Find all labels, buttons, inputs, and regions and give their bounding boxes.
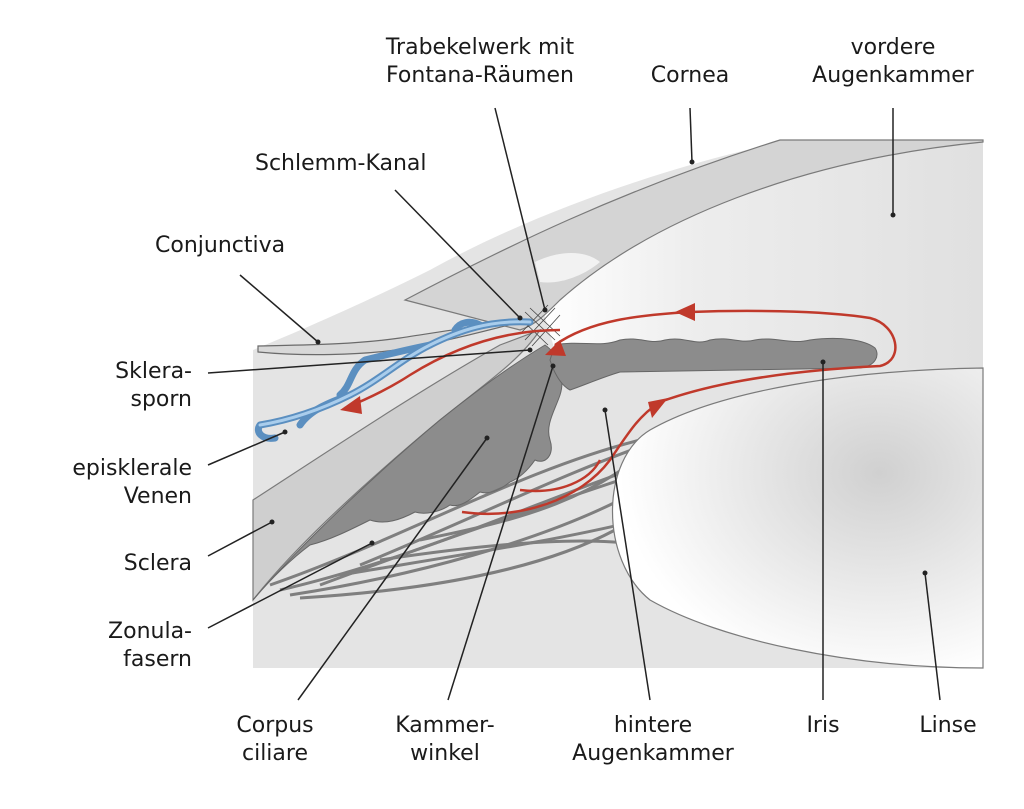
label-corpus-line1: Corpus (236, 713, 314, 738)
label-zonula-line2: fasern (123, 647, 192, 672)
leader-schlemm (394, 189, 521, 319)
label-kammerwinkel-line1: Kammer- (395, 713, 495, 738)
episcleral-veins-inner (258, 320, 532, 427)
leader-trabekelwerk (494, 107, 546, 311)
label-trabekelwerk: Trabekelwerk mit Fontana-Räumen (386, 34, 574, 90)
cornea-shape (403, 139, 984, 331)
arrowhead-drain (340, 396, 362, 414)
label-sklerasporn-line2: sporn (130, 387, 193, 412)
leader-sklerasporn (207, 349, 531, 374)
flow-arrowheads (340, 303, 695, 418)
cornea-highlight (535, 253, 600, 283)
label-kammerwinkel: Kammer- winkel (395, 712, 495, 768)
label-hintere-line1: hintere (613, 713, 693, 738)
iris-shape (549, 337, 878, 391)
label-hintere-line2: Augenkammer (572, 741, 734, 766)
label-sclera-line1: Sclera (123, 551, 192, 576)
zonula-fibers (269, 428, 672, 600)
label-zonula-line1: Zonula- (108, 619, 192, 644)
anterior-chamber-shape (540, 140, 983, 368)
label-zonulafasern: Zonula- fasern (108, 618, 192, 674)
label-episklerale-line2: Venen (123, 484, 192, 509)
label-schlemm-line1: Schlemm-Kanal (255, 151, 427, 176)
label-vordere-line1: vordere (850, 35, 936, 60)
label-conjunctiva: Conjunctiva (155, 232, 285, 260)
leader-corpus (297, 437, 488, 701)
leader-hintere (604, 409, 651, 701)
arrowhead-kammerwinkel (545, 340, 566, 356)
leader-linse (924, 572, 941, 701)
ciliary-body-shape (252, 344, 563, 601)
leader-dots (269, 159, 928, 576)
leader-kammerwinkel (447, 365, 554, 701)
label-sklerasporn-line1: Sklera- (115, 359, 192, 384)
label-kammerwinkel-line2: winkel (410, 741, 480, 766)
label-episklerale-line1: episklerale (72, 456, 192, 481)
label-episklerale-venen: episklerale Venen (72, 455, 192, 511)
label-corpus-ciliare: Corpus ciliare (236, 712, 313, 768)
flow-path-return (554, 310, 691, 347)
arrowhead-posterior (648, 398, 668, 418)
label-iris-line1: Iris (806, 713, 840, 738)
flow-path-drain (344, 328, 561, 410)
label-vordere-augenkammer: vordere Augenkammer (812, 34, 974, 90)
label-trabekelwerk-line1: Trabekelwerk mit (385, 35, 575, 60)
flow-path-iris (659, 309, 897, 404)
outside-area (253, 140, 790, 350)
label-corpus-line2: ciliare (241, 741, 308, 766)
label-trabekelwerk-line2: Fontana-Räumen (386, 63, 574, 88)
label-hintere-augenkammer: hintere Augenkammer (572, 712, 734, 768)
aqueous-flow (344, 309, 897, 515)
leader-episklerale (207, 431, 286, 466)
label-linse-line1: Linse (919, 713, 977, 738)
label-conjunctiva-line1: Conjunctiva (155, 233, 286, 258)
arrowhead-upper (675, 303, 695, 321)
leader-sclera (207, 521, 273, 557)
label-iris: Iris (806, 712, 839, 740)
flow-path-inner (519, 459, 602, 493)
leader-lines (207, 107, 941, 701)
leader-conjunctiva (239, 274, 319, 343)
label-linse: Linse (919, 712, 976, 740)
label-sklerasporn: Sklera- sporn (115, 358, 192, 414)
label-schlemm-kanal: Schlemm-Kanal (255, 150, 427, 178)
label-vordere-line2: Augenkammer (812, 63, 974, 88)
label-cornea-line1: Cornea (650, 63, 730, 88)
lens-shape (612, 367, 984, 669)
leader-cornea (689, 107, 693, 163)
label-cornea: Cornea (651, 62, 729, 90)
label-sclera: Sclera (124, 550, 192, 578)
leader-zonula (207, 542, 373, 629)
flow-path-main (461, 400, 661, 515)
